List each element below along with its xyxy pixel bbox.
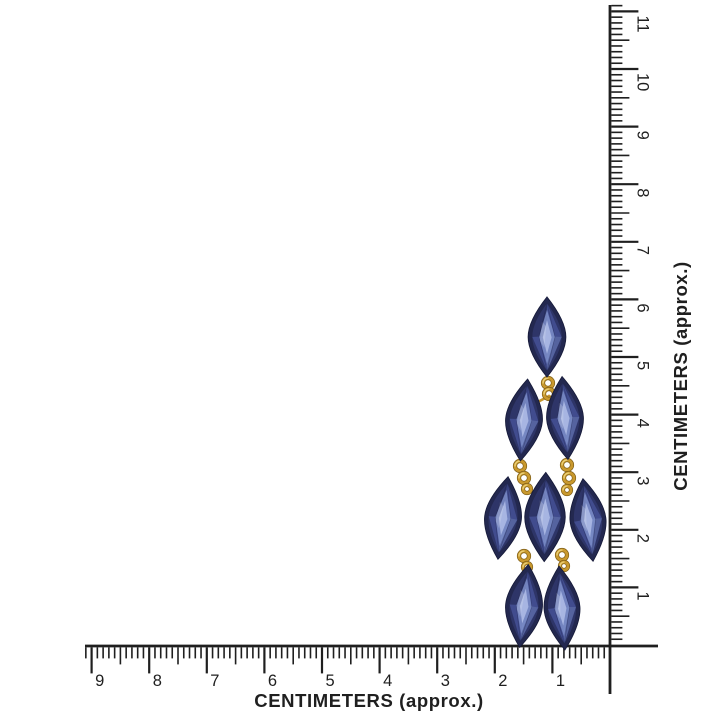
horizontal-ruler-number-1: 1 [556,672,565,690]
crystals [479,296,612,652]
vertical-ruler-number-11: 11 [634,15,652,32]
gold-ring-highlight [543,388,550,395]
horizontal-ruler-number-7: 7 [210,672,219,690]
crystal-marquise [479,474,527,562]
vertical-ruler-number-8: 8 [634,188,652,197]
earring-photo [479,296,612,652]
horizontal-ruler: 1 2 3 4 5 6 7 8 9 [85,644,658,690]
vertical-ruler-number-6: 6 [634,303,652,312]
gold-ring-highlight [561,459,568,466]
gold-ring-highlight [559,561,565,567]
vertical-ruler-number-1: 1 [634,591,652,600]
horizontal-ruler-number-3: 3 [441,672,450,690]
gold-ring-highlight [514,460,521,467]
horizontal-ruler-number-6: 6 [268,672,277,690]
horizontal-ruler-label: CENTIMETERS (approx.) [254,690,483,711]
gold-ring-highlight [556,549,563,556]
gold-ring-highlight [542,377,549,384]
gold-ring-highlight [522,484,528,490]
vertical-ruler: 1 2 3 4 5 6 7 8 9 10 11 [608,4,652,694]
crystal-marquise [501,376,547,464]
gold-ring-highlight [518,550,525,557]
crystal-marquise [500,562,548,650]
crystal-marquise [540,564,584,652]
horizontal-ruler-number-2: 2 [498,672,507,690]
vertical-ruler-number-3: 3 [634,476,652,485]
vertical-ruler-number-10: 10 [634,73,652,91]
gold-ring-highlight [518,472,525,479]
vertical-ruler-number-2: 2 [634,534,652,543]
vertical-ruler-number-5: 5 [634,361,652,370]
horizontal-ruler-number-8: 8 [153,672,162,690]
gold-ring-highlight [563,472,570,479]
gold-ring-highlight [562,485,568,491]
vertical-ruler-label: CENTIMETERS (approx.) [670,261,691,490]
vertical-ruler-number-7: 7 [634,246,652,255]
horizontal-ruler-number-5: 5 [326,672,335,690]
horizontal-ruler-number-4: 4 [383,672,392,690]
vertical-ruler-number-9: 9 [634,131,652,140]
horizontal-ruler-number-9: 9 [95,672,104,690]
gold-ring-highlight [522,562,528,568]
vertical-ruler-number-4: 4 [634,419,652,428]
crystal-marquise [527,296,567,378]
